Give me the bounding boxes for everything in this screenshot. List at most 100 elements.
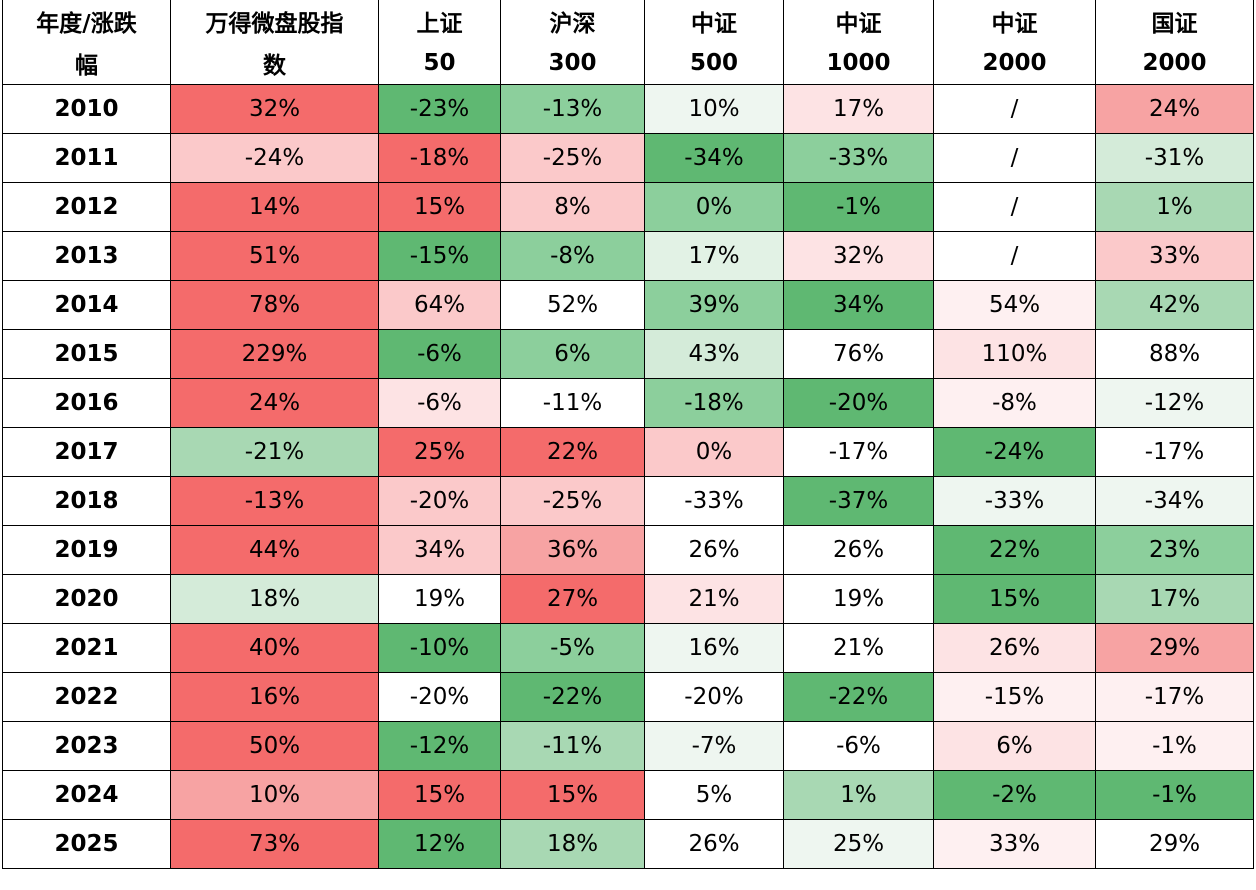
year-cell: 2013 — [2, 231, 171, 281]
table-row: 2013 51% -15% -8% 17% 32%/33% — [2, 231, 1254, 281]
header-row: 幅数 50 300 500 1000 2000 2000 — [2, 42, 1254, 85]
year-cell: 2017 — [2, 427, 171, 477]
value-cell: -11% — [500, 378, 645, 428]
table-row: 2011 -24% -18% -25% -34% -33% / -31% — [2, 133, 1254, 183]
value-cell: 40% — [170, 623, 379, 673]
value-cell: -20% — [783, 378, 934, 428]
year-cell: 2020 — [2, 574, 171, 624]
value-cell: -17% — [1095, 427, 1254, 477]
year-cell: 2015 — [2, 329, 171, 379]
header-cell: 上证 — [378, 0, 501, 42]
header-cell: 500 — [644, 42, 784, 85]
value-cell: / — [933, 133, 1096, 183]
value-cell: -18% — [378, 133, 501, 183]
value-cell: 44% — [170, 525, 379, 575]
table-row: 2017 -21% 25% 22% 0% -17% -24% -17% — [2, 427, 1254, 477]
value-cell: 19% — [378, 574, 501, 624]
value-cell: 17% — [783, 84, 934, 134]
value-cell: 10% — [170, 770, 379, 820]
value-cell: -34% — [1095, 476, 1254, 526]
value-cell: 15% — [378, 770, 501, 820]
table-row: 2022 16% -20% -22% -20% -22% -15% -17% — [2, 672, 1254, 722]
value-cell: 23% — [1095, 525, 1254, 575]
year-cell: 2012 — [2, 182, 171, 232]
value-cell: -37% — [783, 476, 934, 526]
value-cell: -18% — [644, 378, 784, 428]
value-cell: 73% — [170, 819, 379, 869]
value-cell: -17% — [783, 427, 934, 477]
value-cell: 76% — [783, 329, 934, 379]
value-cell: -13% — [500, 84, 645, 134]
value-cell: -7% — [644, 721, 784, 771]
value-cell: 18% — [170, 574, 379, 624]
value-cell: 229% — [170, 329, 379, 379]
value-cell: 54% — [933, 280, 1096, 330]
value-cell: -2% — [933, 770, 1096, 820]
value-cell: 33% — [1095, 231, 1254, 281]
value-cell: 32% — [783, 231, 934, 281]
table-row: 2010 32% -23% -13% 10% 17%/24% — [2, 84, 1254, 134]
value-cell: 18% — [500, 819, 645, 869]
value-cell: 51% — [170, 231, 379, 281]
value-cell: -20% — [378, 672, 501, 722]
year-cell: 2016 — [2, 378, 171, 428]
table-row: 2025 73% 12% 18% 26% 25% 33% 29% — [2, 819, 1254, 869]
year-cell: 2019 — [2, 525, 171, 575]
value-cell: 25% — [378, 427, 501, 477]
value-cell: 19% — [783, 574, 934, 624]
year-cell: 2024 — [2, 770, 171, 820]
table-row: 2019 44% 34% 36% 26% 26% 22% 23% — [2, 525, 1254, 575]
value-cell: -12% — [378, 721, 501, 771]
value-cell: 1% — [1095, 182, 1254, 232]
year-cell: 2022 — [2, 672, 171, 722]
value-cell: -21% — [170, 427, 379, 477]
header-cell: 数 — [170, 42, 379, 85]
value-cell: -10% — [378, 623, 501, 673]
table-row: 2018 -13% -20% -25% -33% -37% -33% -34% — [2, 476, 1254, 526]
value-cell: 24% — [1095, 84, 1254, 134]
header-cell: 中证 — [644, 0, 784, 42]
value-cell: 43% — [644, 329, 784, 379]
value-cell: -13% — [170, 476, 379, 526]
value-cell: -22% — [783, 672, 934, 722]
value-cell: -31% — [1095, 133, 1254, 183]
value-cell: -1% — [1095, 721, 1254, 771]
value-cell: -8% — [933, 378, 1096, 428]
value-cell: 12% — [378, 819, 501, 869]
value-cell: -24% — [933, 427, 1096, 477]
value-cell: -5% — [500, 623, 645, 673]
value-cell: 50% — [170, 721, 379, 771]
value-cell: 36% — [500, 525, 645, 575]
table-row: 2024 10% 15% 15% 5% 1% -2% -1% — [2, 770, 1254, 820]
value-cell: 15% — [933, 574, 1096, 624]
header-cell: 1000 — [783, 42, 934, 85]
value-cell: / — [933, 84, 1096, 134]
value-cell: 0% — [644, 427, 784, 477]
value-cell: 6% — [933, 721, 1096, 771]
value-cell: 21% — [783, 623, 934, 673]
header-cell: 2000 — [1095, 42, 1254, 85]
value-cell: -24% — [170, 133, 379, 183]
value-cell: -8% — [500, 231, 645, 281]
value-cell: -1% — [783, 182, 934, 232]
value-cell: / — [933, 182, 1096, 232]
value-cell: -20% — [378, 476, 501, 526]
value-cell: 16% — [644, 623, 784, 673]
table-row: 2021 40% -10% -5% 16% 21% 26% 29% — [2, 623, 1254, 673]
value-cell: -1% — [1095, 770, 1254, 820]
value-cell: 26% — [644, 525, 784, 575]
value-cell: 17% — [644, 231, 784, 281]
value-cell: 8% — [500, 182, 645, 232]
table-row: 2014 78% 64% 52% 39% 34% 54% 42% — [2, 280, 1254, 330]
value-cell: -11% — [500, 721, 645, 771]
value-cell: 1% — [783, 770, 934, 820]
header-cell: 年度/涨跌 — [2, 0, 171, 42]
value-cell: 34% — [378, 525, 501, 575]
value-cell: 14% — [170, 182, 379, 232]
value-cell: -20% — [644, 672, 784, 722]
value-cell: 15% — [378, 182, 501, 232]
header-cell: 国证 — [1095, 0, 1254, 42]
year-cell: 2025 — [2, 819, 171, 869]
value-cell: -15% — [378, 231, 501, 281]
value-cell: 39% — [644, 280, 784, 330]
